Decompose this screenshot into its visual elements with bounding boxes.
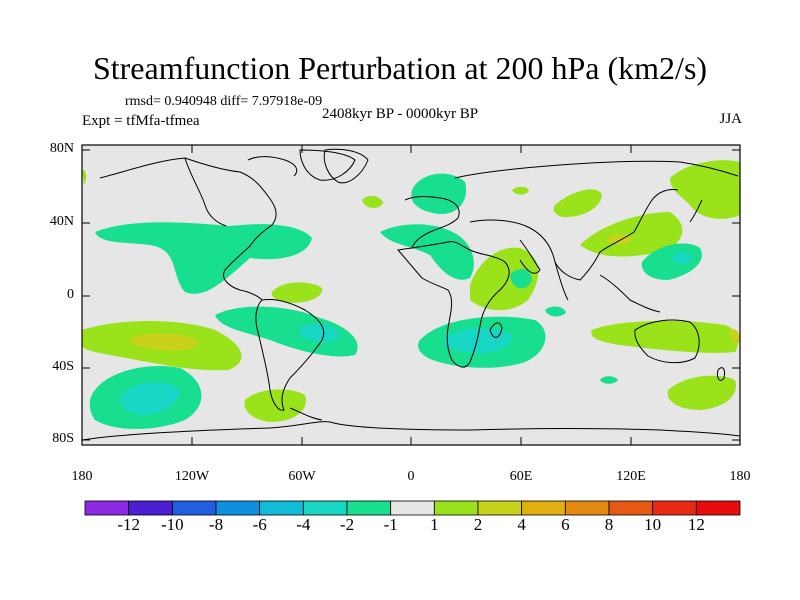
contour-region xyxy=(215,306,358,357)
contour-region xyxy=(729,329,740,343)
colorbar xyxy=(84,500,741,516)
colorbar-swatch xyxy=(564,500,610,516)
lat-label: 80S xyxy=(52,431,74,446)
coastlines xyxy=(82,148,740,441)
colorbar-swatch xyxy=(433,500,479,516)
colorbar-swatch xyxy=(695,500,741,516)
colorbar-swatch xyxy=(128,500,173,516)
contour-region xyxy=(641,243,702,280)
colorbar-label: 8 xyxy=(604,515,614,534)
colorbar-label: -10 xyxy=(160,515,184,534)
lon-label: 180 xyxy=(729,469,751,484)
lon-label: 180 xyxy=(71,469,93,484)
colorbar-label: 10 xyxy=(644,515,662,534)
contour-region xyxy=(411,173,467,215)
lat-label: 80N xyxy=(49,141,74,156)
colorbar-label: 1 xyxy=(430,515,439,534)
stats-line: rmsd= 0.940948 diff= 7.97918e-09 xyxy=(125,94,323,109)
lat-label: 40S xyxy=(52,359,74,374)
colorbar-label: 2 xyxy=(473,515,483,534)
colorbar-swatch xyxy=(259,500,304,516)
contour-region xyxy=(512,186,529,195)
colorbar-label: 4 xyxy=(517,515,526,534)
figure-title: Streamfunction Perturbation at 200 hPa (… xyxy=(92,50,708,86)
contour-region xyxy=(591,320,738,353)
lat-label: 40N xyxy=(49,214,74,229)
contour-region xyxy=(82,169,87,185)
contour-region xyxy=(600,376,618,384)
colorbar-swatch xyxy=(346,500,392,516)
contour-region xyxy=(667,375,736,410)
colorbar-label: -6 xyxy=(252,515,267,534)
contour-region xyxy=(672,252,692,264)
contour-fill-layer xyxy=(82,160,740,429)
colorbar-swatch xyxy=(302,500,348,516)
period-line: 2408kyr BP - 0000kyr BP xyxy=(322,106,479,122)
lon-label: 120W xyxy=(174,469,210,484)
axis-ticks xyxy=(81,145,741,445)
colorbar-swatch xyxy=(521,500,566,516)
lon-label: 60W xyxy=(288,469,316,484)
contour-region xyxy=(670,160,740,219)
contour-region xyxy=(129,333,200,351)
contour-region xyxy=(380,224,474,280)
contour-region xyxy=(362,196,383,208)
colorbar-swatch xyxy=(477,500,523,516)
lon-label: 60E xyxy=(509,469,533,484)
contour-region xyxy=(95,222,312,294)
experiment-line: Expt = tfMfa-tfmea xyxy=(82,113,200,129)
colorbar-swatch xyxy=(171,500,217,516)
season-label: JJA xyxy=(719,111,742,127)
contour-region xyxy=(545,306,566,317)
contour-region xyxy=(470,247,539,311)
contour-region xyxy=(553,189,602,218)
colorbar-swatch xyxy=(215,500,261,516)
colorbar-swatch xyxy=(652,500,697,516)
colorbar-label: 12 xyxy=(687,515,705,534)
colorbar-swatch xyxy=(390,500,435,516)
lon-label: 120E xyxy=(616,469,646,484)
colorbar-swatch xyxy=(84,500,130,516)
colorbar-label: -8 xyxy=(208,515,224,534)
colorbar-label: -2 xyxy=(339,515,355,534)
lat-label: 0 xyxy=(67,287,74,302)
contour-region xyxy=(120,382,180,415)
contour-region xyxy=(605,234,632,245)
colorbar-label: -12 xyxy=(117,515,140,534)
colorbar-swatch xyxy=(608,500,654,516)
colorbar-label: -4 xyxy=(296,515,311,534)
colorbar-label: -1 xyxy=(383,515,398,534)
lon-label: 0 xyxy=(407,469,415,484)
colorbar-label: 6 xyxy=(561,515,570,534)
contour-region xyxy=(444,328,512,354)
contour-region xyxy=(271,282,323,303)
contour-region xyxy=(300,323,340,343)
contour-region xyxy=(510,268,532,289)
